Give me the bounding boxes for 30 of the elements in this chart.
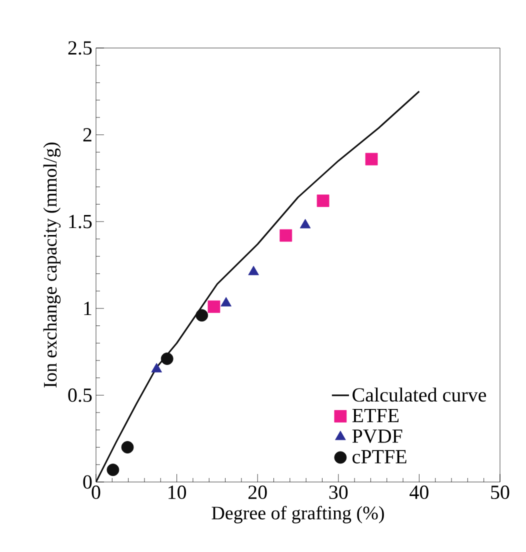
y-tick-label: 1.5 [69,214,92,228]
point [196,309,208,322]
y-tick-label: 2.5 [68,41,92,55]
point [160,352,174,365]
point [248,266,259,276]
x-tick-label: 0 [92,486,100,500]
y-tick-label: 0 [83,475,92,489]
point [106,464,120,476]
x-tick-label: 50 [491,486,510,500]
x-tick-label: 20 [248,486,267,500]
y-axis-title: Ion exchange capacity (mmol/g) [43,142,61,388]
legend-label: cPTFE [352,450,406,464]
legend-label: ETFE [352,408,399,422]
y-tick-label: 2 [83,128,92,142]
point [365,152,378,166]
x-tick-label: 40 [410,486,428,500]
y-tick-label: 1 [84,302,92,315]
x-tick-label: 30 [329,486,348,500]
point [220,296,232,306]
point [280,229,292,242]
point [316,194,330,207]
x-tick-label: 10 [168,486,186,500]
point [208,300,220,313]
legend-label: PVDF [352,430,402,443]
point [121,441,134,454]
x-axis-title: Degree of grafting (%) [212,506,384,524]
point [151,362,162,372]
y-tick-label: 0.5 [68,388,92,402]
legend-label: Calculated curve [352,388,486,402]
point [300,218,311,228]
